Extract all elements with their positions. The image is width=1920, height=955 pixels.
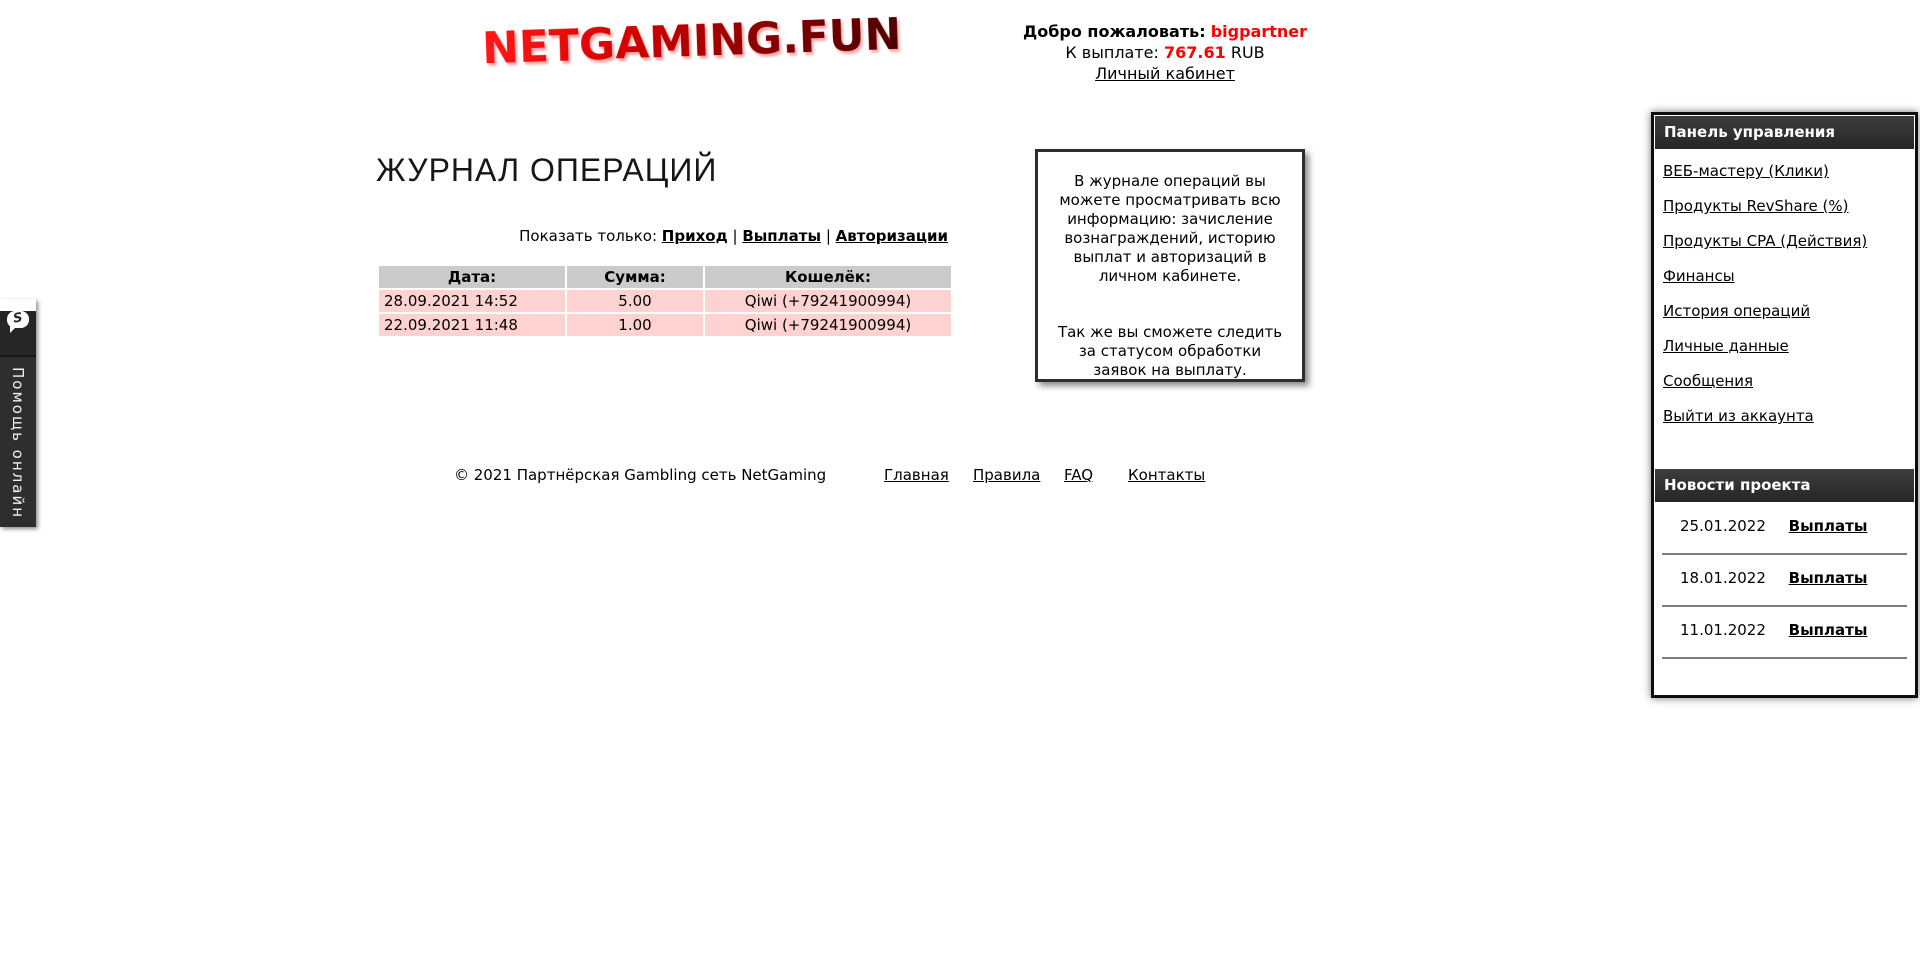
help-online-label: Помощь онлайн xyxy=(9,367,27,520)
control-panel-title: Панель управления xyxy=(1655,116,1914,149)
column-header-amount: Сумма: xyxy=(567,266,703,288)
sidebar-link[interactable]: Продукты RevShare (%) xyxy=(1663,197,1849,215)
table-row: 28.09.2021 14:52 5.00 Qiwi (+79241900994… xyxy=(379,290,951,312)
filter-bar: Показать только: Приход | Выплаты | Авто… xyxy=(377,227,948,245)
news-title: Новости проекта xyxy=(1655,469,1914,502)
sidebar-link[interactable]: Финансы xyxy=(1663,267,1735,285)
column-header-wallet: Кошелёк: xyxy=(705,266,951,288)
news-divider xyxy=(1662,657,1907,659)
filter-label: Показать только: xyxy=(519,227,657,245)
news-date: 25.01.2022 xyxy=(1680,517,1766,535)
page-title: ЖУРНАЛ ОПЕРАЦИЙ xyxy=(376,152,718,188)
sidebar-link[interactable]: ВЕБ-мастеру (Клики) xyxy=(1663,162,1829,180)
control-panel-menu: ВЕБ-мастеру (Клики) Продукты RevShare (%… xyxy=(1654,153,1915,433)
sidebar-link[interactable]: Выйти из аккаунта xyxy=(1663,407,1814,425)
cell-wallet: Qiwi (+79241900994) xyxy=(705,314,951,336)
filter-link-income[interactable]: Приход xyxy=(661,227,728,245)
news-date: 11.01.2022 xyxy=(1680,621,1766,639)
filter-separator: | xyxy=(732,227,738,245)
news-date: 18.01.2022 xyxy=(1680,569,1766,587)
filter-separator: | xyxy=(825,227,831,245)
payout-label: К выплате: xyxy=(1065,43,1159,62)
news-payouts-link[interactable]: Выплаты xyxy=(1788,517,1868,535)
footer-link-rules[interactable]: Правила xyxy=(973,466,1041,484)
sidebar-link[interactable]: Личные данные xyxy=(1663,337,1789,355)
cell-amount: 1.00 xyxy=(567,314,703,336)
news-payouts-link[interactable]: Выплаты xyxy=(1788,621,1868,639)
payout-currency: RUB xyxy=(1230,43,1265,62)
sidebar-link[interactable]: Продукты CPA (Действия) xyxy=(1663,232,1868,250)
sidebar-item-personal-data[interactable]: Личные данные xyxy=(1654,328,1915,363)
sidebar-item-webmaster-clicks[interactable]: ВЕБ-мастеру (Клики) xyxy=(1654,153,1915,188)
footer-link-faq[interactable]: FAQ xyxy=(1064,466,1094,484)
control-panel: Панель управления ВЕБ-мастеру (Клики) Пр… xyxy=(1651,112,1918,698)
cell-wallet: Qiwi (+79241900994) xyxy=(705,290,951,312)
personal-cabinet-link[interactable]: Личный кабинет xyxy=(1095,64,1235,83)
help-label-box[interactable]: Помощь онлайн xyxy=(0,357,36,527)
chat-bubble-icon: S xyxy=(7,310,29,333)
table-header-row: Дата: Сумма: Кошелёк: xyxy=(379,266,951,288)
footer-link-home[interactable]: Главная xyxy=(884,466,949,484)
news-divider xyxy=(1662,553,1907,555)
news-payouts-link[interactable]: Выплаты xyxy=(1788,569,1868,587)
news-divider xyxy=(1662,605,1907,607)
chat-icon-letter: S xyxy=(12,310,24,327)
sidebar-item-messages[interactable]: Сообщения xyxy=(1654,363,1915,398)
operations-table: Дата: Сумма: Кошелёк: 28.09.2021 14:52 5… xyxy=(377,264,953,338)
cell-date: 28.09.2021 14:52 xyxy=(379,290,565,312)
site-logo[interactable]: NETGAMING.FUN xyxy=(481,8,903,75)
sidebar-item-logout[interactable]: Выйти из аккаунта xyxy=(1654,398,1915,433)
chat-icon-box[interactable]: S xyxy=(0,310,36,357)
sidebar-item-products-revshare[interactable]: Продукты RevShare (%) xyxy=(1654,188,1915,223)
info-paragraph: В журнале операций вы можете просматрива… xyxy=(1059,172,1281,285)
news-item: 25.01.2022 Выплаты xyxy=(1654,503,1915,553)
news-item: 11.01.2022 Выплаты xyxy=(1654,607,1915,657)
filter-link-authorizations[interactable]: Авторизации xyxy=(835,227,948,245)
info-paragraph: Так же вы сможете следить за статусом об… xyxy=(1057,323,1283,379)
table-row: 22.09.2021 11:48 1.00 Qiwi (+79241900994… xyxy=(379,314,951,336)
sidebar-link[interactable]: Сообщения xyxy=(1663,372,1754,390)
cell-date: 22.09.2021 11:48 xyxy=(379,314,565,336)
info-box: В журнале операций вы можете просматрива… xyxy=(1035,149,1305,382)
help-online-tab[interactable]: S Помощь онлайн xyxy=(0,299,36,527)
welcome-label: Добро пожаловать: xyxy=(1022,22,1206,41)
filter-link-payouts[interactable]: Выплаты xyxy=(742,227,822,245)
sidebar-link[interactable]: История операций xyxy=(1663,302,1811,320)
payout-amount: 767.61 xyxy=(1164,43,1226,62)
news-list: 25.01.2022 Выплаты 18.01.2022 Выплаты 11… xyxy=(1654,503,1915,659)
column-header-date: Дата: xyxy=(379,266,565,288)
news-item: 18.01.2022 Выплаты xyxy=(1654,555,1915,605)
account-summary: Добро пожаловать: bigpartner К выплате: … xyxy=(985,22,1345,85)
sidebar-item-products-cpa[interactable]: Продукты CPA (Действия) xyxy=(1654,223,1915,258)
username: bigpartner xyxy=(1210,22,1308,41)
sidebar-item-operations-history[interactable]: История операций xyxy=(1654,293,1915,328)
footer-link-contacts[interactable]: Контакты xyxy=(1128,466,1206,484)
copyright-text: © 2021 Партнёрская Gambling сеть NetGami… xyxy=(454,466,827,484)
cell-amount: 5.00 xyxy=(567,290,703,312)
sidebar-item-finances[interactable]: Финансы xyxy=(1654,258,1915,293)
